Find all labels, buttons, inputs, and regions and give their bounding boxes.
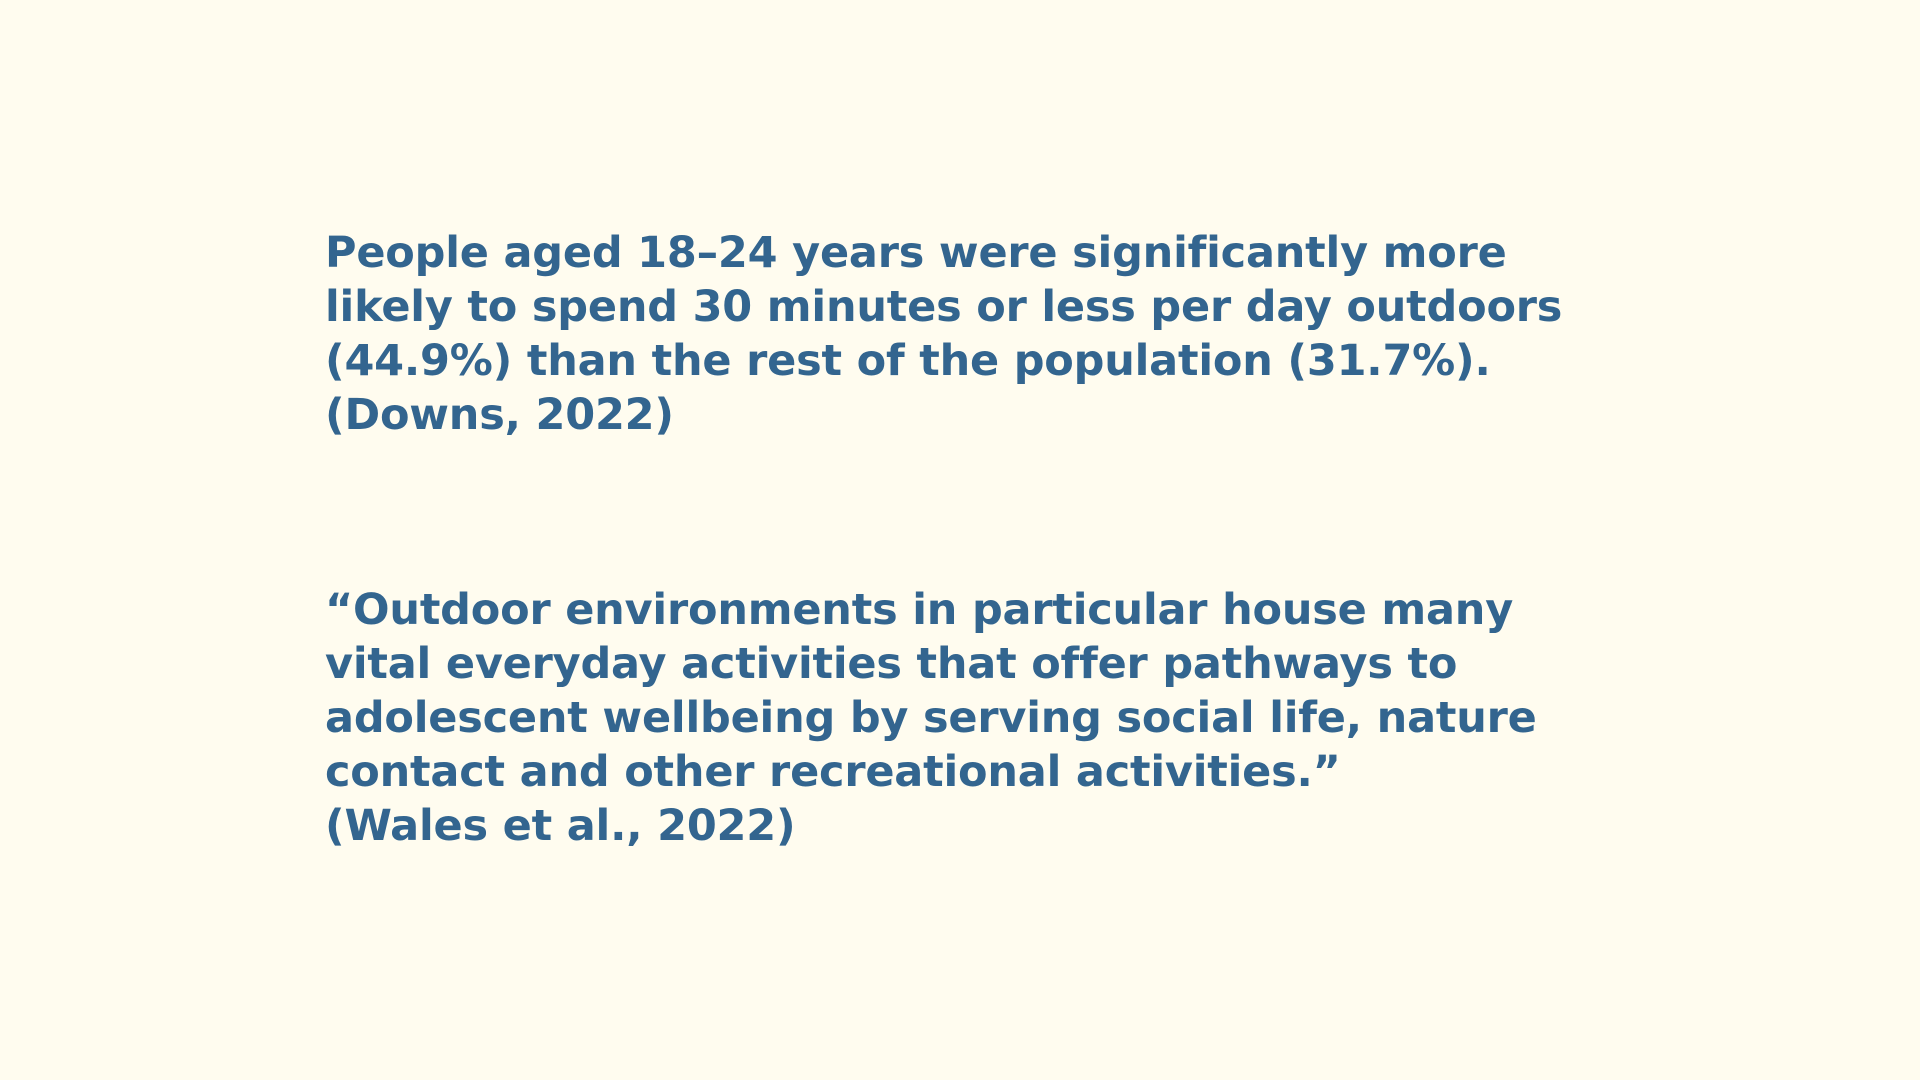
quote-line-4: contact and other recreational activitie… [325, 747, 1341, 797]
quote-line-3: adolescent wellbeing by serving social l… [325, 693, 1537, 743]
quote-line-1: “Outdoor environments in particular hous… [325, 585, 1514, 635]
quote-line-2: vital everyday activities that offer pat… [325, 639, 1458, 689]
statistic-line-3: (44.9%) than the rest of the population … [325, 336, 1491, 386]
quote-text-block: “Outdoor environments in particular hous… [325, 583, 1625, 853]
quote-citation: (Wales et al., 2022) [325, 801, 796, 851]
statistic-line-2: likely to spend 30 minutes or less per d… [325, 282, 1563, 332]
statistic-citation: (Downs, 2022) [325, 390, 674, 440]
statistic-line-1: People aged 18–24 years were significant… [325, 228, 1507, 278]
statistic-text-block: People aged 18–24 years were significant… [325, 226, 1625, 442]
